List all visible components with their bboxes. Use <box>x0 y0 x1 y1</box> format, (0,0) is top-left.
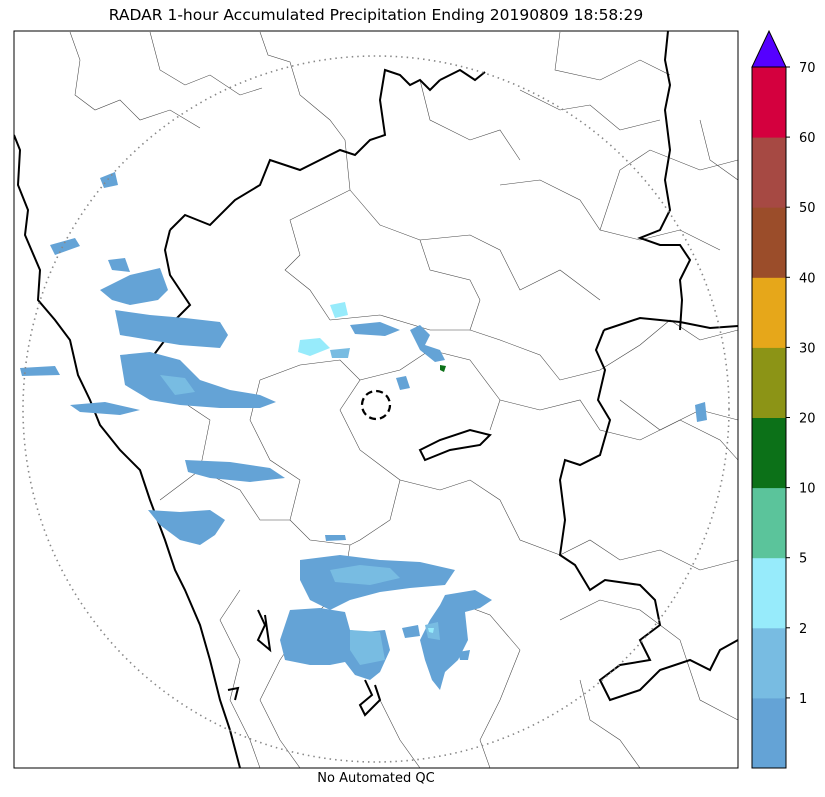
map-border <box>13 30 739 769</box>
precip-cell <box>350 322 400 336</box>
precip-cell <box>108 258 130 272</box>
precip-cell <box>100 268 168 305</box>
precip-cell <box>420 590 492 690</box>
colorbar: 1 2 5 10 20 30 40 50 60 70 <box>751 29 816 769</box>
colorbar-band <box>752 557 786 629</box>
colorbar-tick-label: 40 <box>799 271 816 286</box>
precip-cell <box>298 338 330 356</box>
colorbar-band <box>752 207 786 278</box>
colorbar-tick-label: 20 <box>799 412 816 427</box>
precip-cell <box>402 625 420 638</box>
colorbar-tick-label: 5 <box>799 552 807 567</box>
precip-cell <box>100 172 118 188</box>
radar-site-marker <box>360 389 392 421</box>
colorbar-tick-label: 10 <box>799 482 816 497</box>
colorbar-tick-label: 2 <box>799 622 807 637</box>
colorbar-tick-label: 30 <box>799 341 816 356</box>
precip-cell <box>440 365 446 372</box>
colorbar-band <box>752 417 786 489</box>
precip-cell <box>428 628 434 633</box>
precip-cell <box>115 310 228 348</box>
precip-cell <box>50 238 80 255</box>
precip-cell <box>350 630 385 665</box>
precip-cell <box>148 510 225 545</box>
precip-cell <box>20 366 60 376</box>
colorbar-band <box>752 67 786 138</box>
colorbar-tick-label: 60 <box>799 131 816 146</box>
map-area[interactable] <box>14 31 738 768</box>
precip-cell <box>330 302 348 318</box>
qc-note: No Automated QC <box>317 771 435 786</box>
colorbar-band <box>752 137 786 208</box>
precipitation-areas <box>20 172 707 690</box>
district-boundaries <box>69 31 738 768</box>
precip-cell <box>185 460 285 482</box>
map-title: RADAR 1-hour Accumulated Precipitation E… <box>108 6 644 24</box>
colorbar-band <box>752 487 786 559</box>
precip-cell <box>330 348 350 358</box>
colorbar-band <box>752 627 786 699</box>
precip-cell <box>70 402 140 415</box>
precip-cell <box>410 325 445 362</box>
colorbar-band <box>752 697 786 769</box>
precip-cell <box>695 402 707 422</box>
radar-range-ring <box>22 55 730 763</box>
precip-cell <box>120 352 276 408</box>
colorbar-extend-arrow <box>751 29 787 68</box>
colorbar-tick-label: 70 <box>799 61 816 76</box>
colorbar-band <box>752 347 786 418</box>
precip-cell <box>330 565 400 585</box>
colorbar-band <box>752 277 786 348</box>
colorbar-tick-label: 1 <box>799 692 807 707</box>
colorbar-tick-label: 50 <box>799 201 816 216</box>
precip-cell <box>458 650 470 660</box>
precip-cell <box>160 375 195 395</box>
precip-cell <box>325 535 346 541</box>
precip-cell <box>396 376 410 390</box>
